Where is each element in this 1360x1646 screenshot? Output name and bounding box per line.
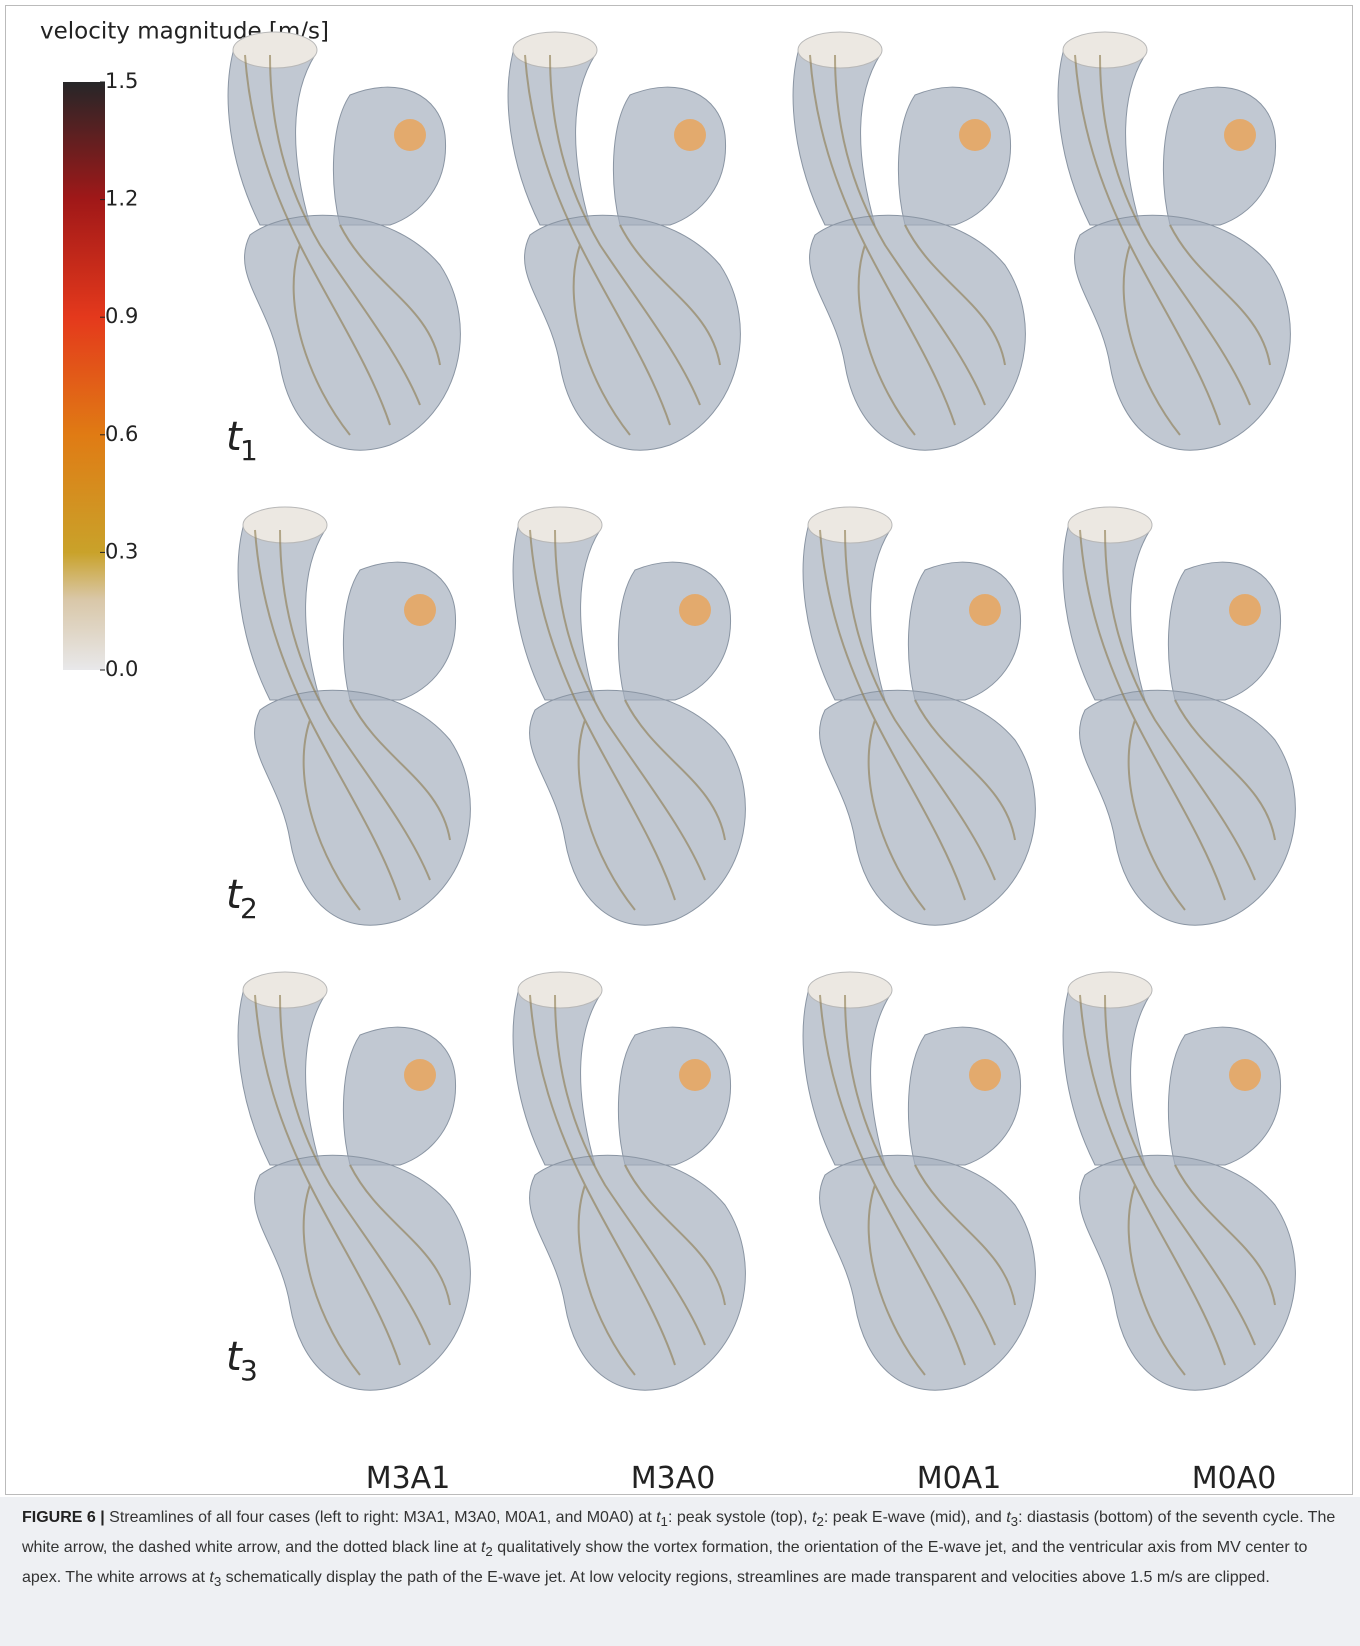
caption-text: : peak E-wave (mid), and (824, 1509, 1006, 1526)
column-label: M3A0 (631, 1461, 716, 1496)
page: velocity magnitude [m/s] 0.00.30.60.91.2… (0, 0, 1360, 1646)
caption-text: schematically display the path of the E-… (221, 1569, 1270, 1586)
caption-text: : peak systole (top), (668, 1509, 812, 1526)
caption-sub: 2 (816, 1514, 823, 1529)
caption-label: FIGURE 6 | (22, 1509, 105, 1526)
tick-label: 0.9 (105, 304, 138, 328)
row-label-sub: 2 (240, 892, 258, 925)
caption-sub: 2 (485, 1544, 492, 1559)
tick-label: 0.0 (105, 657, 138, 681)
renderings (228, 32, 1295, 1390)
column-label: M0A0 (1192, 1461, 1277, 1496)
row-label-sub: 3 (240, 1354, 258, 1387)
tick-label: 1.5 (105, 69, 138, 93)
tick-label: 0.3 (105, 539, 138, 563)
figure: velocity magnitude [m/s] 0.00.30.60.91.2… (0, 0, 1360, 1497)
column-label: M0A1 (917, 1461, 1002, 1496)
colorbar (63, 82, 105, 670)
tick-label: 1.2 (105, 187, 138, 211)
column-label: M3A1 (366, 1461, 451, 1496)
row-label-sub: 1 (240, 434, 258, 467)
caption-sub: 3 (1011, 1514, 1018, 1529)
caption-sub: 1 (661, 1514, 668, 1529)
caption-text: Streamlines of all four cases (left to r… (109, 1509, 656, 1526)
tick-label: 0.6 (105, 422, 138, 446)
caption: FIGURE 6 | Streamlines of all four cases… (0, 1497, 1360, 1646)
